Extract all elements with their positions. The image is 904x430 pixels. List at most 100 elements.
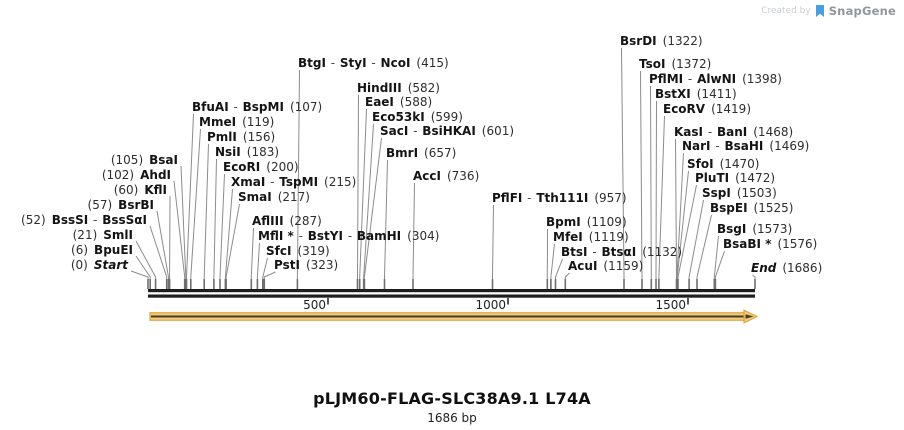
enzyme-label-afliii[interactable]: AflIII (287) <box>252 214 322 228</box>
site-position: (102) <box>101 168 135 182</box>
enzyme-label-tsoi[interactable]: TsoI (1372) <box>639 57 712 71</box>
enzyme-label-bsgi[interactable]: BsgI (1573) <box>717 222 793 236</box>
site-connector <box>675 138 677 289</box>
enzyme-label-bmri[interactable]: BmrI (657) <box>386 146 457 160</box>
site-position: (588) <box>399 95 433 109</box>
enzyme-separator: - <box>367 56 380 70</box>
ruler-label: 500 <box>303 298 326 312</box>
map-length: 1686 bp <box>427 411 477 425</box>
site-connector <box>180 165 187 289</box>
site-position: (217) <box>277 190 310 204</box>
enzyme-separator: - <box>229 100 242 114</box>
enzyme-label-xmai[interactable]: XmaI - TspMI (215) <box>231 175 357 189</box>
enzyme-separator: - <box>294 229 307 243</box>
enzyme-label-acui[interactable]: AcuI (1159) <box>568 259 644 273</box>
enzyme-separator: - <box>89 213 102 227</box>
enzyme-label-ahdi[interactable]: (102) AhdI <box>101 168 171 182</box>
site-position: (415) <box>416 56 449 70</box>
enzyme-label-sfci[interactable]: SfcI (319) <box>266 244 330 258</box>
enzyme-label-acci[interactable]: AccI (736) <box>413 169 480 183</box>
enzyme-label-nari[interactable]: NarI - BsaHI (1469) <box>682 139 810 153</box>
feature-arrow[interactable] <box>149 309 759 324</box>
sequence-start-label: (0) Start <box>70 258 128 272</box>
site-position: (1468) <box>753 125 794 139</box>
enzyme-label-bstxi[interactable]: BstXI (1411) <box>655 87 737 101</box>
site-position: (1372) <box>671 57 712 71</box>
sequence-line[interactable] <box>148 294 755 298</box>
enzyme-label-mmei[interactable]: MmeI (119) <box>199 115 275 129</box>
enzyme-label-ecorv[interactable]: EcoRV (1419) <box>663 102 751 116</box>
site-position: (1573) <box>752 222 793 236</box>
enzyme-label-bsrbi[interactable]: (57) BsrBI <box>87 198 154 212</box>
site-connector <box>135 240 157 289</box>
enzyme-label-bsrdi[interactable]: BsrDI (1322) <box>620 34 703 48</box>
site-position: (601) <box>481 124 515 138</box>
site-position: (1132) <box>642 245 683 259</box>
site-position: (599) <box>430 110 463 124</box>
enzyme-label-sspi[interactable]: SspI (1503) <box>702 186 777 200</box>
enzyme-label-bpuei[interactable]: (6) BpuEI <box>71 243 133 257</box>
enzyme-label-smli[interactable]: (21) SmlI <box>72 228 133 242</box>
enzyme-label-kasi[interactable]: KasI - BanI (1468) <box>674 125 794 139</box>
watermark: Created by SnapGene <box>761 4 896 18</box>
site-position: (323) <box>305 258 339 272</box>
enzyme-separator: - <box>343 229 356 243</box>
ruler-label: 1500 <box>655 298 686 312</box>
site-position: (1576) <box>777 237 818 251</box>
site-connector <box>696 214 712 289</box>
enzyme-label-eco53ki[interactable]: Eco53kI (599) <box>372 110 463 124</box>
enzyme-label-ecori[interactable]: EcoRI (200) <box>223 160 299 174</box>
enzyme-label-mfli[interactable]: MflI * - BstYI - BamHI (304) <box>258 229 440 243</box>
site-connector <box>130 270 149 289</box>
site-position: (52) <box>21 213 46 227</box>
site-position: (736) <box>446 169 480 183</box>
enzyme-label-btsi[interactable]: BtsI - BtsαI (1132) <box>561 245 683 259</box>
enzyme-label-bspei[interactable]: BspEI (1525) <box>710 201 794 215</box>
map-footer: pLJM60-FLAG-SLC38A9.1 L74A 1686 bp <box>0 389 904 425</box>
enzyme-separator: - <box>523 191 536 205</box>
snapgene-logo-icon <box>815 4 824 17</box>
site-position: (156) <box>242 130 276 144</box>
enzyme-label-hindiii[interactable]: HindIII (582) <box>357 81 440 95</box>
enzyme-separator: - <box>684 72 697 86</box>
site-position: (105) <box>110 153 144 167</box>
site-position: (1503) <box>736 186 777 200</box>
enzyme-label-pflmi[interactable]: PflMI - AlwNI (1398) <box>649 72 782 86</box>
enzyme-label-bsabi[interactable]: BsaBI * (1576) <box>723 237 818 251</box>
site-position: (1419) <box>711 102 751 116</box>
site-position: (1411) <box>696 87 737 101</box>
site-connector <box>219 173 225 289</box>
enzyme-label-bfuai[interactable]: BfuAI - BspMI (107) <box>192 100 323 114</box>
site-position: (287) <box>289 214 322 228</box>
enzyme-separator: - <box>711 139 724 153</box>
enzyme-label-nsii[interactable]: NsiI (183) <box>215 145 280 159</box>
enzyme-label-eaei[interactable]: EaeI (588) <box>365 95 433 109</box>
enzyme-label-kfli[interactable]: (60) KflI <box>113 183 167 197</box>
site-position: (1109) <box>586 215 627 229</box>
site-connector <box>173 180 186 289</box>
site-position: (119) <box>242 115 275 129</box>
site-connector <box>658 115 665 289</box>
enzyme-separator: - <box>266 175 279 189</box>
site-position: (1470) <box>719 157 760 171</box>
enzyme-label-bpmi[interactable]: BpmI (1109) <box>546 215 627 229</box>
enzyme-label-bsssi[interactable]: (52) BssSI - BssSαI <box>21 213 147 227</box>
site-position: (319) <box>297 244 330 258</box>
site-connector <box>492 204 494 289</box>
enzyme-label-bsai[interactable]: (105) BsaI <box>110 153 178 167</box>
enzyme-label-sfoi[interactable]: SfoI (1470) <box>687 157 760 171</box>
enzyme-label-psti[interactable]: PstI (323) <box>274 258 339 272</box>
enzyme-label-mfei[interactable]: MfeI (1119) <box>553 230 629 244</box>
enzyme-label-pluti[interactable]: PluTI (1472) <box>695 171 776 185</box>
enzyme-separator: - <box>409 124 422 138</box>
feature-arrow-head-core <box>745 314 754 319</box>
enzyme-label-btgi[interactable]: BtgI - StyI - NcoI (415) <box>298 56 449 70</box>
enzyme-label-saci[interactable]: SacI - BsiHKAI (601) <box>380 124 515 138</box>
enzyme-label-pflfi[interactable]: PflFI - Tth111I (957) <box>492 191 627 205</box>
enzyme-label-smai[interactable]: SmaI (217) <box>238 190 310 204</box>
sequence-line[interactable] <box>148 289 755 293</box>
enzyme-label-pmli[interactable]: PmlI (156) <box>207 130 276 144</box>
